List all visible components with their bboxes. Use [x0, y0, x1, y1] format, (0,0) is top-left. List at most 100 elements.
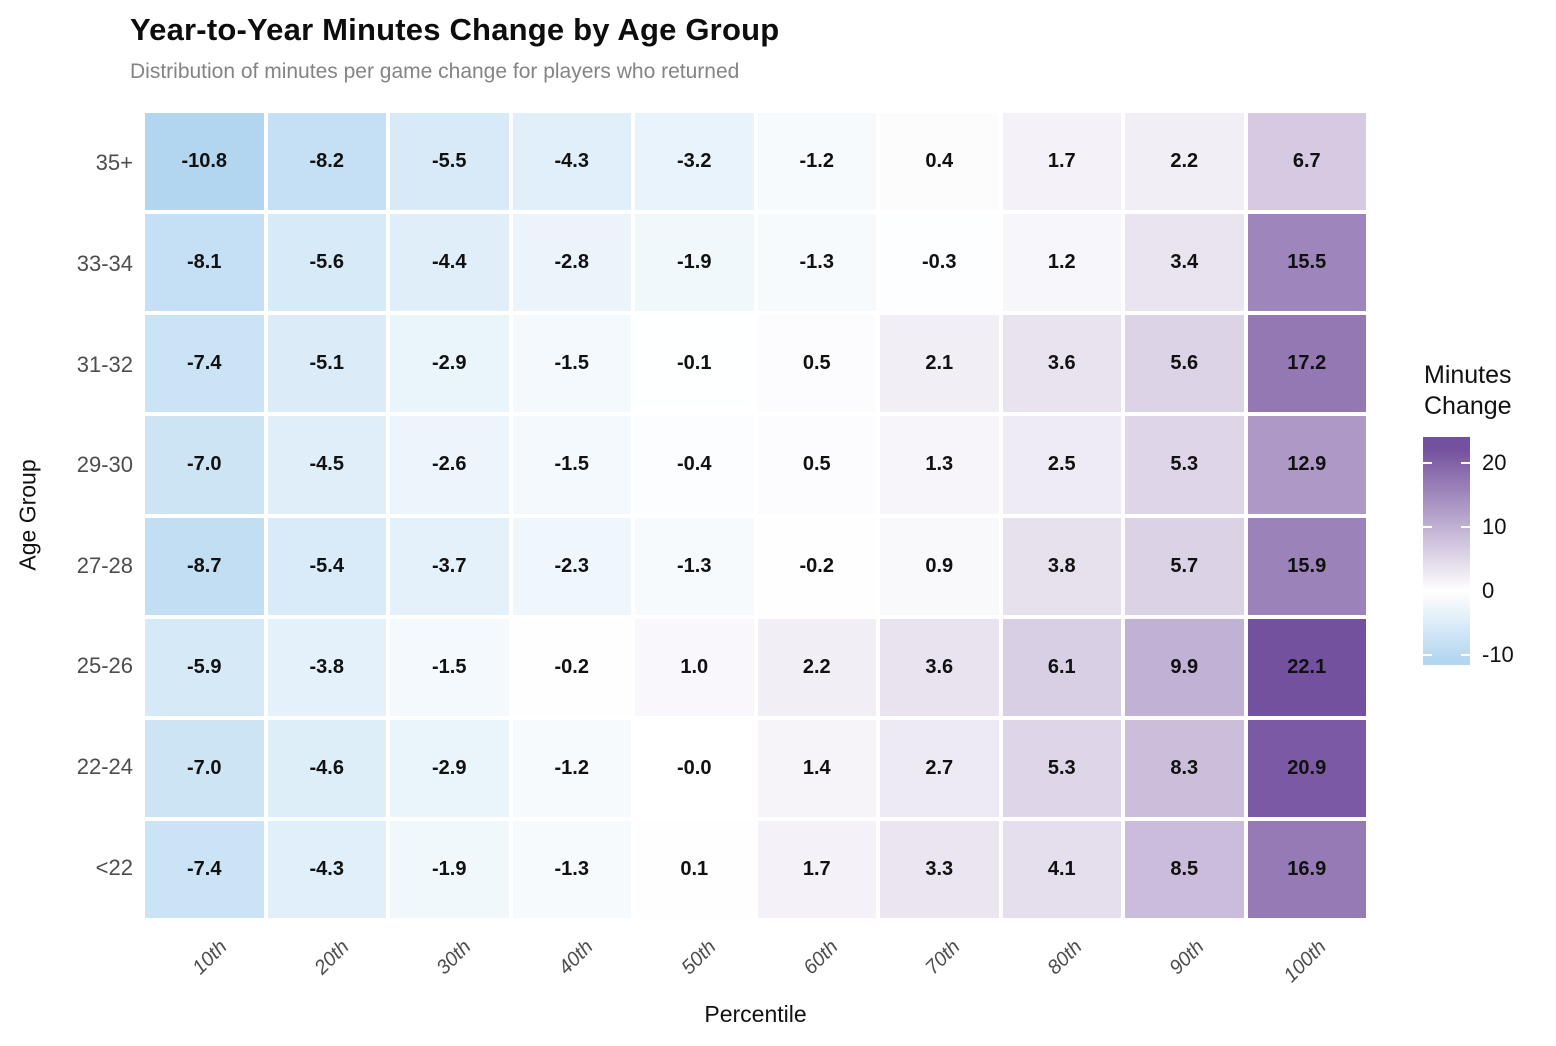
heatmap-cell: -2.9 — [390, 719, 509, 817]
y-axis-label: 27-28 — [76, 552, 133, 578]
heatmap-cell: 5.7 — [1125, 517, 1244, 615]
y-axis-label: 22-24 — [76, 754, 133, 780]
heatmap-cell: -2.3 — [512, 517, 631, 615]
heatmap-plot: -10.8 -8.2 -5.5 -4.3 -3.2 -1.2 0.4 1.7 2.2 6.7 -8.… — [145, 113, 1366, 918]
heatmap-cell: 8.3 — [1125, 719, 1244, 817]
x-axis-label: 20th — [310, 936, 354, 980]
chart-title: Year-to-Year Minutes Change by Age Group — [130, 12, 780, 47]
heatmap-cell: 2.7 — [880, 719, 999, 817]
heatmap-cell: -8.7 — [145, 517, 264, 615]
heatmap-cell: -1.2 — [512, 719, 631, 817]
heatmap-cell: -4.4 — [390, 214, 509, 312]
heatmap-cell: 1.3 — [880, 416, 999, 514]
heatmap-cell: 15.9 — [1247, 517, 1366, 615]
heatmap-cell: 0.1 — [635, 820, 754, 918]
y-axis-label: 33-34 — [76, 250, 133, 276]
x-axis-label: 70th — [921, 936, 965, 980]
heatmap-cell: 15.5 — [1247, 214, 1366, 312]
heatmap-cell: -4.3 — [512, 113, 631, 211]
heatmap-cell: -0.0 — [635, 719, 754, 817]
heatmap-cell: 4.1 — [1002, 820, 1121, 918]
legend-title: Minutes Change — [1424, 361, 1512, 420]
heatmap-cell: -3.8 — [267, 618, 386, 716]
x-axis-label: 90th — [1165, 936, 1209, 980]
heatmap-cell: -10.8 — [145, 113, 264, 211]
heatmap-cell: 6.7 — [1247, 113, 1366, 211]
x-axis-label: 30th — [432, 936, 476, 980]
heatmap-cell: -5.6 — [267, 214, 386, 312]
y-axis-label: 35+ — [95, 150, 133, 176]
heatmap-cell: 0.5 — [757, 315, 876, 413]
heatmap-cell: -0.2 — [757, 517, 876, 615]
legend-tick-mark — [1461, 590, 1470, 593]
heatmap-cell: -0.4 — [635, 416, 754, 514]
heatmap-cell: 17.2 — [1247, 315, 1366, 413]
legend-tick-label: -10 — [1482, 642, 1514, 668]
x-axis-title: Percentile — [704, 1001, 807, 1027]
heatmap-cell: -0.3 — [880, 214, 999, 312]
heatmap-cell: 5.3 — [1125, 416, 1244, 514]
heatmap-cell: 3.3 — [880, 820, 999, 918]
heatmap-cell: -1.5 — [390, 618, 509, 716]
heatmap-cell: 8.5 — [1125, 820, 1244, 918]
heatmap-cell: 2.5 — [1002, 416, 1121, 514]
legend-tick-mark — [1423, 654, 1432, 657]
heatmap-cell: -1.5 — [512, 416, 631, 514]
heatmap-cell: -1.9 — [390, 820, 509, 918]
heatmap-cell: -4.5 — [267, 416, 386, 514]
heatmap-cell: 1.4 — [757, 719, 876, 817]
heatmap-cell: 1.7 — [757, 820, 876, 918]
heatmap-cell: -8.2 — [267, 113, 386, 211]
legend-tick-mark — [1461, 525, 1470, 528]
heatmap-cell: -4.6 — [267, 719, 386, 817]
heatmap-cell: 2.2 — [1125, 113, 1244, 211]
heatmap-cell: -7.4 — [145, 820, 264, 918]
heatmap-cell: -7.0 — [145, 416, 264, 514]
heatmap-cell: -3.2 — [635, 113, 754, 211]
heatmap-cell: -1.9 — [635, 214, 754, 312]
heatmap-cell: -1.5 — [512, 315, 631, 413]
heatmap-cell: 0.4 — [880, 113, 999, 211]
heatmap-cell: -7.4 — [145, 315, 264, 413]
heatmap-cell: -2.8 — [512, 214, 631, 312]
heatmap-cell: 9.9 — [1125, 618, 1244, 716]
heatmap-cell: -7.0 — [145, 719, 264, 817]
legend-tick-mark — [1423, 525, 1432, 528]
heatmap-cell: -5.1 — [267, 315, 386, 413]
heatmap-cell: 5.3 — [1002, 719, 1121, 817]
x-axis-label: 100th — [1279, 936, 1331, 987]
heatmap-cell: 3.8 — [1002, 517, 1121, 615]
heatmap-cell: -2.6 — [390, 416, 509, 514]
x-axis-label: 10th — [188, 936, 232, 980]
heatmap-cell: 16.9 — [1247, 820, 1366, 918]
heatmap-cell: -0.2 — [512, 618, 631, 716]
legend-tick-label: 20 — [1482, 449, 1507, 475]
y-axis-label: <22 — [95, 854, 133, 880]
heatmap-cell: 3.6 — [1002, 315, 1121, 413]
heatmap-cell: -5.5 — [390, 113, 509, 211]
heatmap-cell: 1.2 — [1002, 214, 1121, 312]
legend-tick-mark — [1461, 654, 1470, 657]
heatmap-cell: -1.2 — [757, 113, 876, 211]
y-axis-label: 31-32 — [76, 351, 133, 377]
legend-tick-mark — [1423, 590, 1432, 593]
heatmap-cell: 1.7 — [1002, 113, 1121, 211]
x-axis-label: 50th — [676, 936, 721, 980]
heatmap-cell: 3.4 — [1125, 214, 1244, 312]
heatmap-cell: 3.6 — [880, 618, 999, 716]
heatmap-cell: 12.9 — [1247, 416, 1366, 514]
heatmap-cell: -1.3 — [757, 214, 876, 312]
legend-gradient-bar — [1423, 437, 1470, 665]
heatmap-cell: -5.4 — [267, 517, 386, 615]
y-axis-label: 29-30 — [76, 452, 133, 478]
heatmap-cell: 2.1 — [880, 315, 999, 413]
y-axis-label: 25-26 — [76, 653, 133, 679]
heatmap-cell: -2.9 — [390, 315, 509, 413]
heatmap-cell: 20.9 — [1247, 719, 1366, 817]
heatmap-cell: -1.3 — [512, 820, 631, 918]
heatmap-cell: -1.3 — [635, 517, 754, 615]
chart-subtitle: Distribution of minutes per game change … — [130, 60, 740, 83]
heatmap-cell: -8.1 — [145, 214, 264, 312]
legend-tick-mark — [1461, 461, 1470, 464]
